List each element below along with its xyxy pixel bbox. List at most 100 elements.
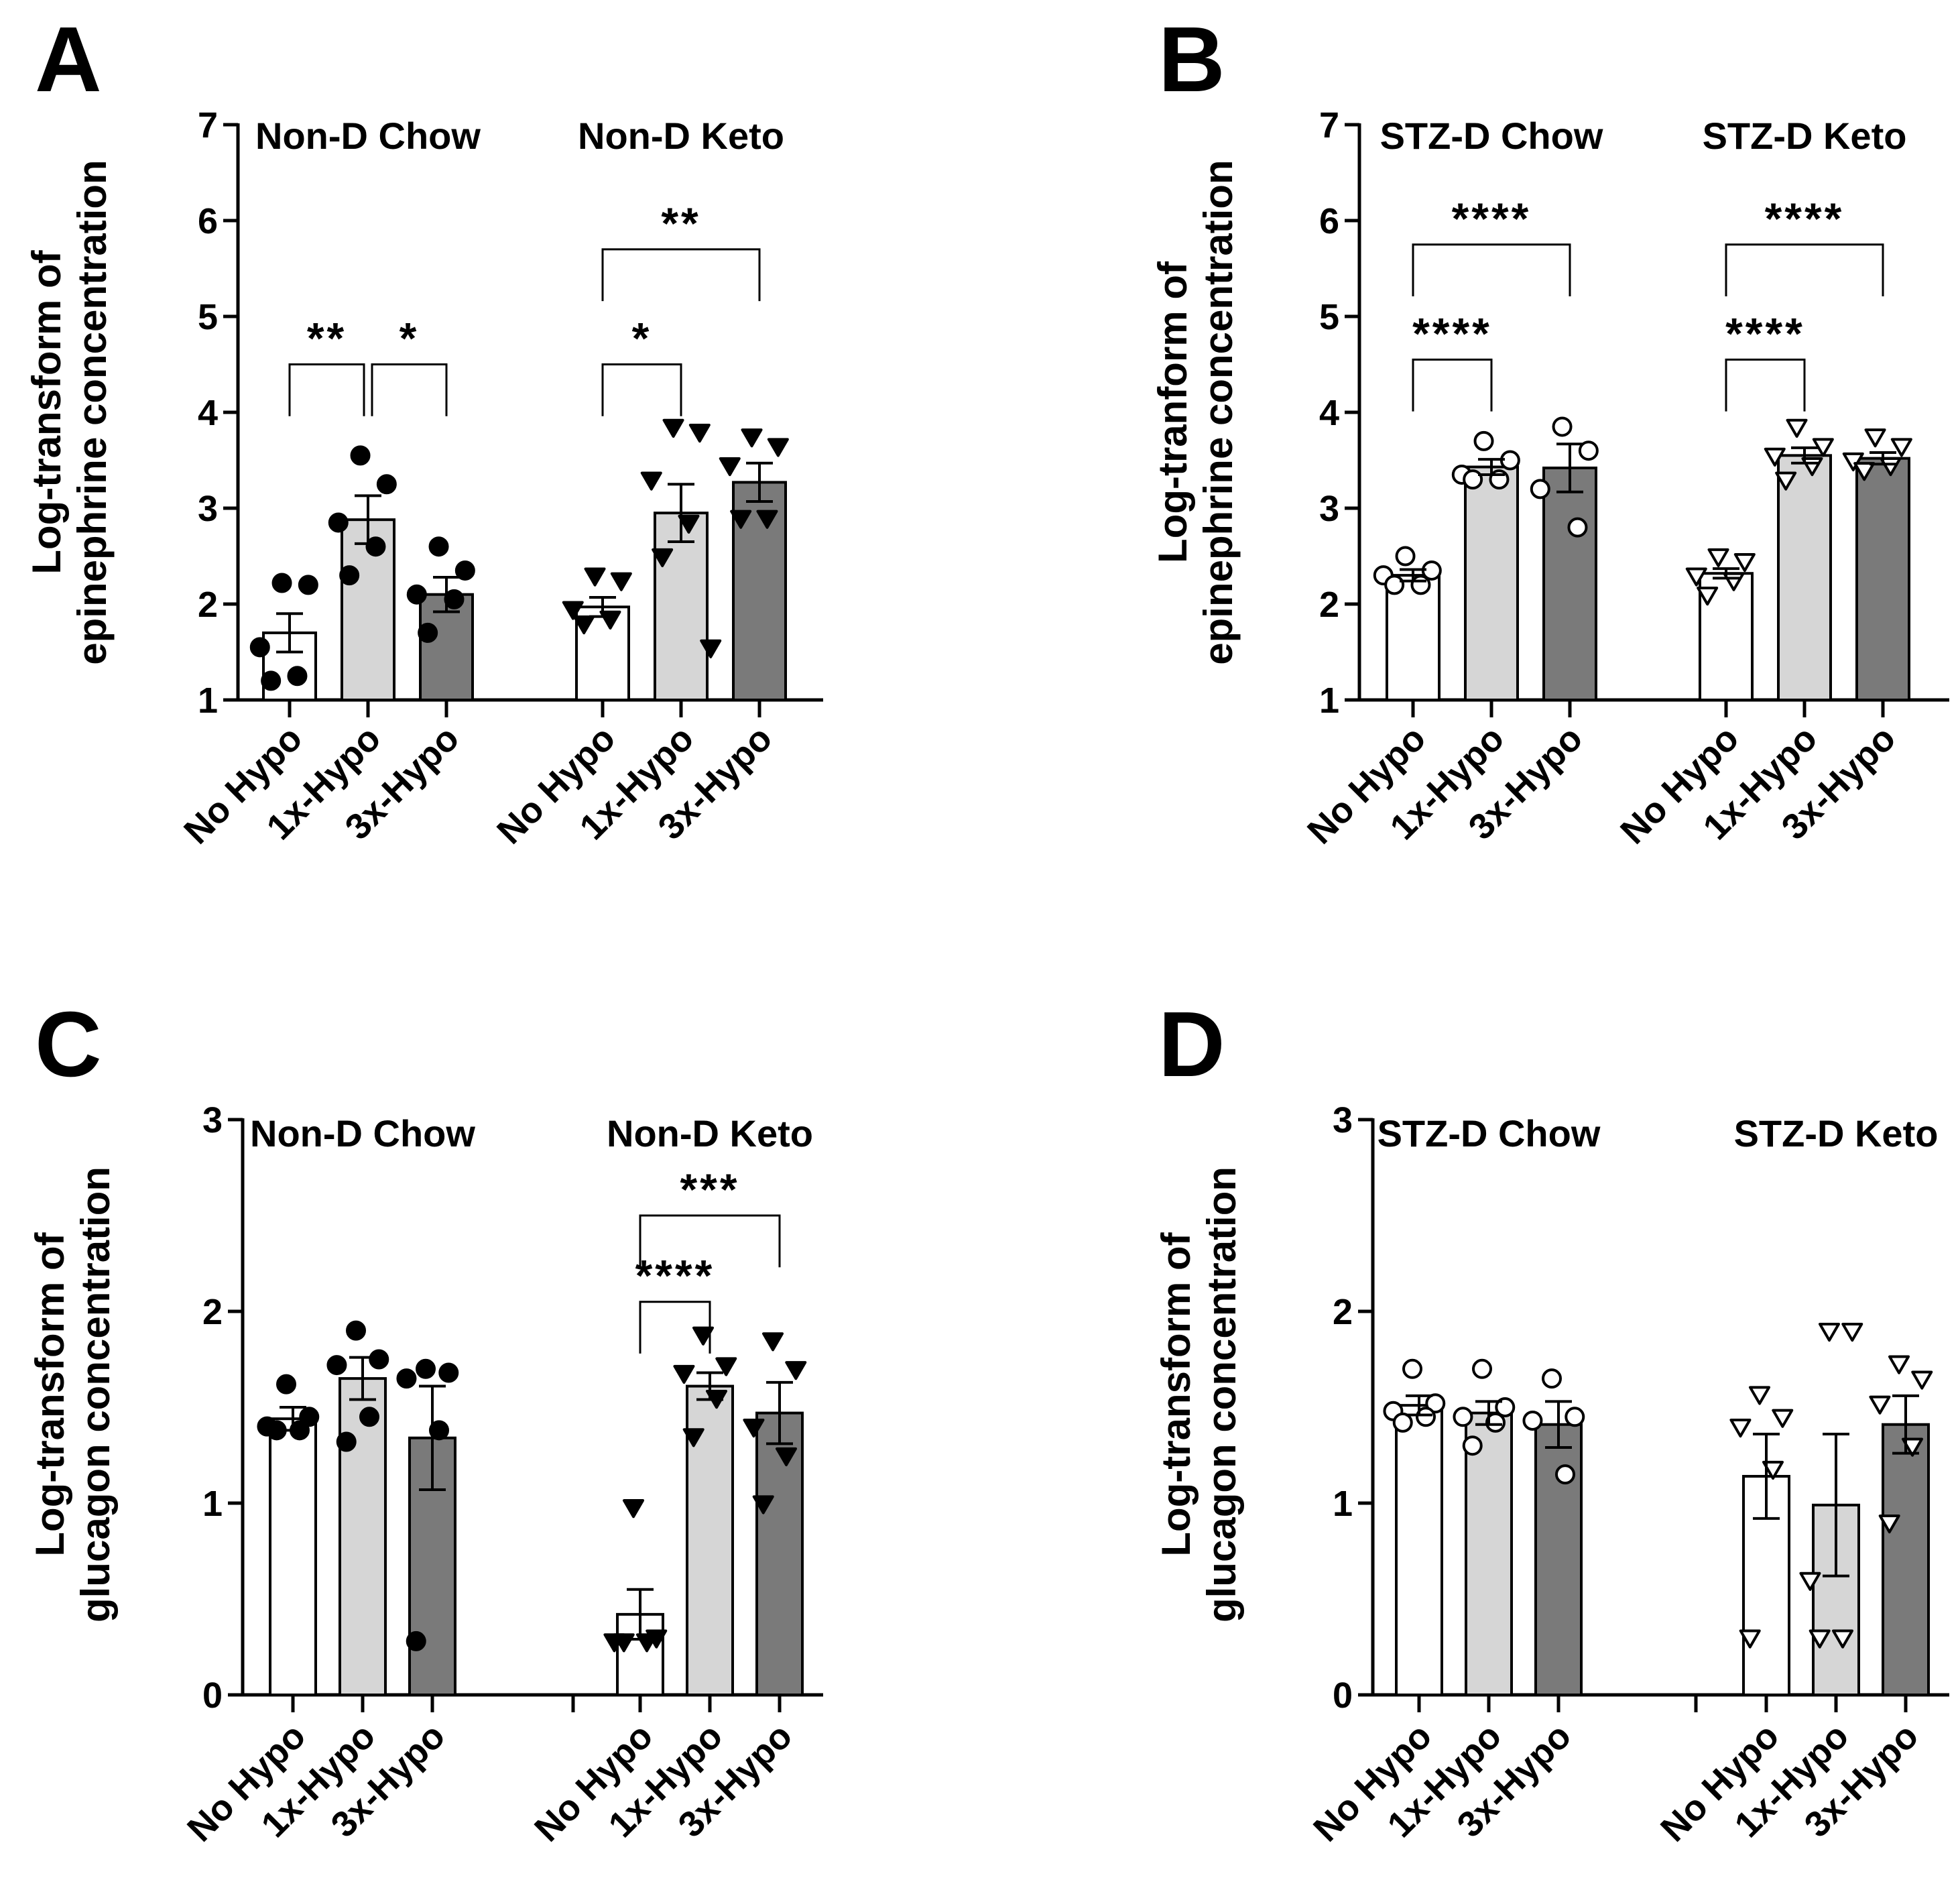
- y-tick-label: 6: [198, 201, 218, 241]
- data-point: [350, 445, 371, 466]
- y-tick-label: 1: [1319, 680, 1339, 721]
- significance-label: ****: [635, 1251, 715, 1301]
- data-point: [1522, 1411, 1543, 1431]
- data-point: [261, 670, 282, 691]
- panel-letter: A: [35, 8, 102, 111]
- data-point: [1853, 462, 1876, 481]
- bar: [1395, 1404, 1443, 1696]
- y-tick-label: 7: [198, 105, 218, 145]
- data-point: [1697, 587, 1719, 606]
- data-point: [1911, 1370, 1933, 1390]
- bar: [269, 1417, 317, 1696]
- data-point: [673, 1364, 695, 1384]
- data-point: [730, 510, 752, 529]
- y-tick-label: 1: [1333, 1484, 1353, 1524]
- y-tick-label: 3: [198, 489, 218, 529]
- data-point: [359, 1407, 379, 1427]
- y-axis-title-line: epinephrine concentration: [70, 160, 115, 664]
- data-point: [1565, 1407, 1585, 1427]
- data-point: [1733, 552, 1756, 573]
- data-point: [640, 471, 662, 491]
- data-point: [328, 512, 349, 533]
- data-point: [249, 637, 270, 658]
- data-point: [1707, 548, 1729, 567]
- significance-label: *: [400, 314, 420, 363]
- data-point: [682, 1428, 705, 1447]
- data-point: [1384, 575, 1405, 595]
- bar: [1464, 465, 1519, 701]
- y-axis-title-line: Log-transform of: [1154, 1232, 1199, 1556]
- y-axis-title-line: glucagon concentration: [73, 1167, 118, 1622]
- data-point: [1578, 440, 1599, 461]
- y-tick-label: 5: [198, 297, 218, 337]
- group-title: STZ-D Keto: [1734, 1112, 1939, 1154]
- data-point: [365, 536, 386, 557]
- y-tick-label: 4: [1319, 393, 1339, 433]
- data-point: [1463, 469, 1483, 490]
- group-title: Non-D Keto: [607, 1112, 813, 1154]
- data-point: [369, 1349, 389, 1370]
- data-point: [346, 1320, 367, 1341]
- data-point: [652, 548, 674, 567]
- data-point: [767, 438, 789, 457]
- significance-label: ****: [1412, 308, 1492, 358]
- bar: [654, 512, 709, 702]
- data-point: [406, 584, 427, 605]
- data-point: [1739, 1629, 1761, 1649]
- data-point: [1762, 1460, 1784, 1480]
- data-point: [719, 457, 741, 477]
- data-point: [1842, 452, 1864, 471]
- panel-letter: D: [1158, 993, 1225, 1096]
- data-point: [406, 1631, 426, 1651]
- data-point: [743, 1418, 765, 1438]
- significance-bracket: [288, 363, 365, 416]
- data-point: [785, 1361, 807, 1380]
- data-point: [428, 536, 449, 557]
- data-point: [1472, 1358, 1493, 1379]
- data-point: [1819, 1322, 1840, 1342]
- y-tick-label: 6: [1319, 201, 1339, 241]
- data-point: [623, 1499, 645, 1519]
- y-axis-title-line: Log-tranform of: [1150, 261, 1195, 563]
- y-axis-title-line: glucagon concentration: [1199, 1167, 1244, 1622]
- data-point: [662, 418, 684, 438]
- y-tick-label: 0: [1333, 1675, 1353, 1716]
- y-tick-label: 1: [198, 680, 218, 721]
- data-point: [1864, 428, 1886, 448]
- y-axis-title-line: epinephrine concentration: [1196, 160, 1241, 664]
- panel-c: C Log-transform ofglucagon concentration 0…: [27, 993, 823, 1849]
- data-point: [1902, 1437, 1923, 1457]
- y-tick-label: 1: [202, 1484, 223, 1524]
- group-title: Non-D Chow: [255, 115, 481, 157]
- data-point: [1473, 430, 1494, 451]
- y-tick-label: 2: [198, 585, 218, 625]
- data-point: [1772, 1409, 1794, 1428]
- data-point: [700, 639, 722, 658]
- group-title: STZ-D Chow: [1377, 1112, 1601, 1154]
- data-point: [438, 1362, 459, 1383]
- data-point: [715, 1357, 737, 1376]
- bar: [1855, 457, 1910, 701]
- data-point: [1764, 447, 1786, 467]
- group-title: STZ-D Chow: [1380, 115, 1603, 157]
- data-point: [1485, 1412, 1506, 1433]
- data-point: [1410, 575, 1431, 595]
- data-point: [584, 567, 606, 587]
- y-tick-label: 2: [1333, 1292, 1353, 1332]
- data-point: [1495, 1397, 1516, 1417]
- data-point: [287, 666, 308, 687]
- data-point: [276, 1374, 297, 1395]
- significance-label: *: [632, 314, 652, 363]
- data-point: [1685, 567, 1707, 587]
- y-tick-label: 3: [1333, 1100, 1353, 1140]
- data-point: [1425, 1393, 1446, 1414]
- data-point: [678, 514, 700, 534]
- data-point: [396, 1368, 417, 1389]
- significance-label: **: [307, 314, 347, 363]
- data-point: [271, 573, 292, 593]
- significance-bracket: [1725, 358, 1806, 412]
- panel-letter: B: [1158, 8, 1225, 111]
- data-point: [1729, 1418, 1752, 1438]
- data-point: [1869, 1395, 1891, 1415]
